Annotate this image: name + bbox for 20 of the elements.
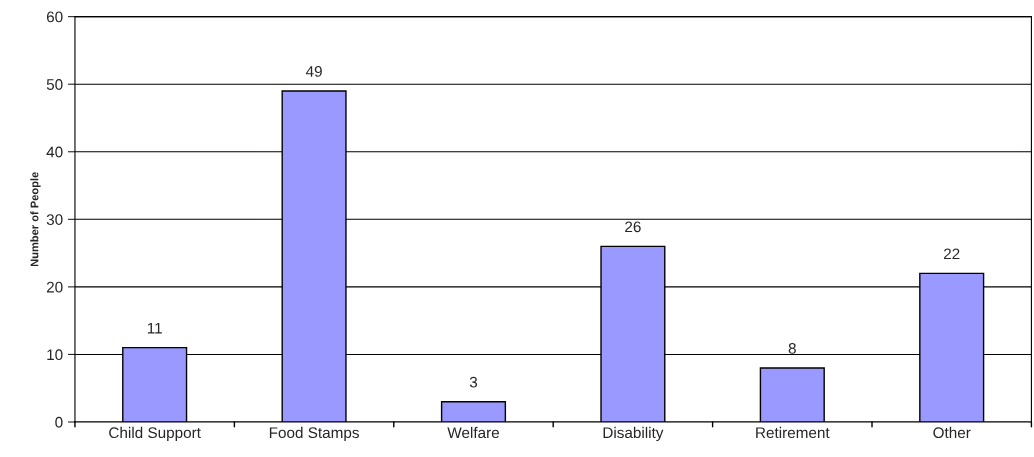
y-tick-label: 0	[55, 416, 63, 428]
data-label: 3	[469, 376, 478, 388]
y-tick-label: 10	[47, 349, 63, 361]
data-label: 49	[305, 66, 322, 77]
y-tick-label: 30	[46, 214, 63, 225]
y-tick-label: 40	[46, 146, 63, 158]
data-label: 22	[943, 248, 960, 260]
data-label: 26	[625, 221, 641, 233]
x-tick-label: Child Support	[109, 426, 201, 442]
y-tick-label: 50	[46, 79, 63, 90]
x-tick-label: Retirement	[756, 426, 830, 439]
x-tick-label: Disability	[603, 426, 664, 442]
x-tick-label: Food Stamps	[269, 426, 359, 442]
data-label: 11	[147, 322, 162, 334]
x-tick-label: Other	[933, 426, 971, 439]
y-axis-title: Number of People	[30, 172, 41, 267]
y-tick-label: 20	[46, 281, 63, 293]
x-tick-label: Welfare	[447, 426, 499, 439]
data-label: 8	[788, 343, 796, 354]
y-tick-label: 60	[46, 11, 63, 23]
